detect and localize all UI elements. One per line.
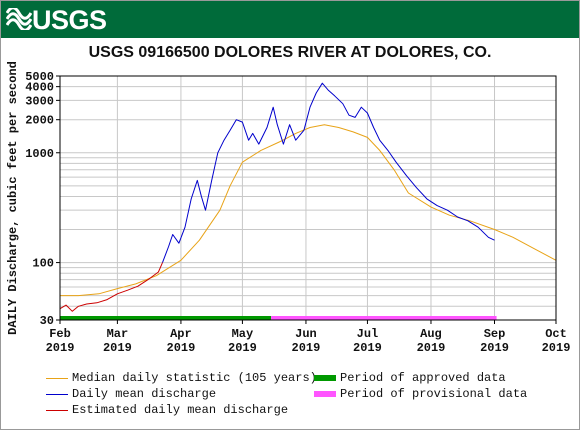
legend-label-median: Median daily statistic (105 years) bbox=[72, 371, 317, 385]
x-tick-year: 2019 bbox=[103, 341, 132, 355]
x-tick-month: Feb bbox=[49, 327, 71, 341]
x-tick-year: 2019 bbox=[417, 341, 446, 355]
legend-label-approved: Period of approved data bbox=[340, 371, 506, 385]
y-axis-label: DAILY Discharge, cubic feet per second bbox=[6, 61, 20, 335]
x-tick-year: 2019 bbox=[46, 341, 75, 355]
legend-label-provisional: Period of provisional data bbox=[340, 387, 528, 401]
chart-title: USGS 09166500 DOLORES RIVER AT DOLORES, … bbox=[88, 44, 492, 61]
period-bars bbox=[60, 316, 497, 320]
legend-label-daily-mean: Daily mean discharge bbox=[72, 387, 217, 401]
series-lines bbox=[59, 82, 557, 312]
x-tick-year: 2019 bbox=[353, 341, 382, 355]
legend-swatch-approved bbox=[314, 375, 336, 381]
usgs-logo-icon[interactable] bbox=[6, 8, 32, 30]
legend-swatch-daily-mean bbox=[46, 394, 68, 395]
x-tick-year: 2019 bbox=[542, 341, 571, 355]
x-tick-month: May bbox=[232, 327, 254, 341]
x-tick-month: Jul bbox=[357, 327, 379, 341]
y-tick-label: 5000 bbox=[25, 70, 54, 84]
x-tick-month: Jun bbox=[295, 327, 317, 341]
x-tick-month: Mar bbox=[107, 327, 129, 341]
x-tick-month: Oct bbox=[545, 327, 567, 341]
grid-lines bbox=[59, 76, 557, 320]
y-tick-label: 30 bbox=[40, 314, 54, 328]
x-tick-year: 2019 bbox=[167, 341, 196, 355]
legend-swatch-estimated bbox=[46, 410, 68, 411]
x-tick-month: Apr bbox=[170, 327, 192, 341]
legend-swatch-median bbox=[46, 378, 68, 379]
usgs-banner: USGS bbox=[1, 1, 579, 38]
x-tick-year: 2019 bbox=[292, 341, 321, 355]
y-tick-label: 1000 bbox=[25, 147, 54, 161]
series-daily-mean-line bbox=[162, 82, 495, 263]
y-tick-label: 2000 bbox=[25, 114, 54, 128]
x-tick-year: 2019 bbox=[228, 341, 257, 355]
x-tick-month: Aug bbox=[420, 327, 442, 341]
y-tick-label: 3000 bbox=[25, 94, 54, 108]
y-tick-label: 100 bbox=[32, 257, 54, 271]
x-tick-month: Sep bbox=[484, 327, 506, 341]
legend-label-estimated: Estimated daily mean discharge bbox=[72, 403, 289, 417]
plot-border bbox=[59, 75, 557, 321]
period-approved-bar bbox=[60, 316, 272, 320]
series-estimated-line bbox=[59, 262, 163, 312]
y-tick-label: 4000 bbox=[25, 81, 54, 95]
x-tick-year: 2019 bbox=[480, 341, 509, 355]
legend-swatch-provisional bbox=[314, 391, 336, 397]
x-axis-ticks: Feb2019Mar2019Apr2019May2019Jun2019Jul20… bbox=[46, 320, 571, 355]
period-provisional-bar bbox=[271, 316, 497, 320]
usgs-logo-text: USGS bbox=[32, 5, 107, 35]
